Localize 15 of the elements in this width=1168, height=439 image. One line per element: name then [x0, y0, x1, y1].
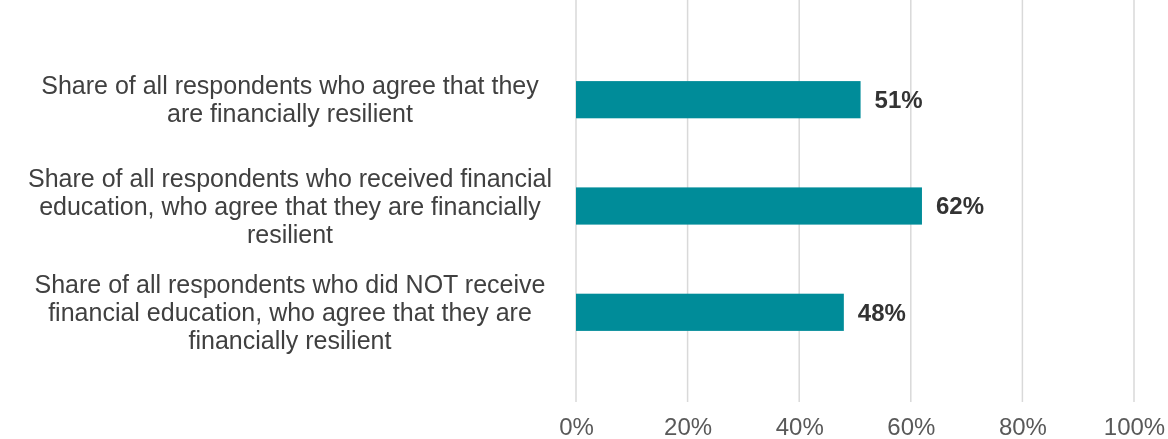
x-tick-label: 40% — [775, 413, 824, 439]
bar — [576, 187, 922, 225]
x-tick-label: 80% — [998, 413, 1047, 439]
x-tick-label: 100% — [1103, 413, 1166, 439]
data-label: 51% — [874, 86, 923, 114]
data-label: 48% — [857, 298, 906, 326]
x-tick-label: 0% — [559, 413, 594, 439]
y-tick-label: Share of all respondents who did NOT receive financial education, who agree that they are financially resilient — [34, 270, 546, 355]
x-tick-label: 60% — [887, 413, 936, 439]
x-tick-label: 20% — [664, 413, 713, 439]
bar — [576, 293, 844, 331]
y-tick-label: Share of all respondents who agree that they are financially resilient — [41, 71, 540, 128]
y-tick-label: Share of all respondents who received financial education, who agree that they are financially resilient — [28, 163, 552, 248]
bar — [576, 81, 861, 119]
data-label: 62% — [935, 192, 985, 220]
